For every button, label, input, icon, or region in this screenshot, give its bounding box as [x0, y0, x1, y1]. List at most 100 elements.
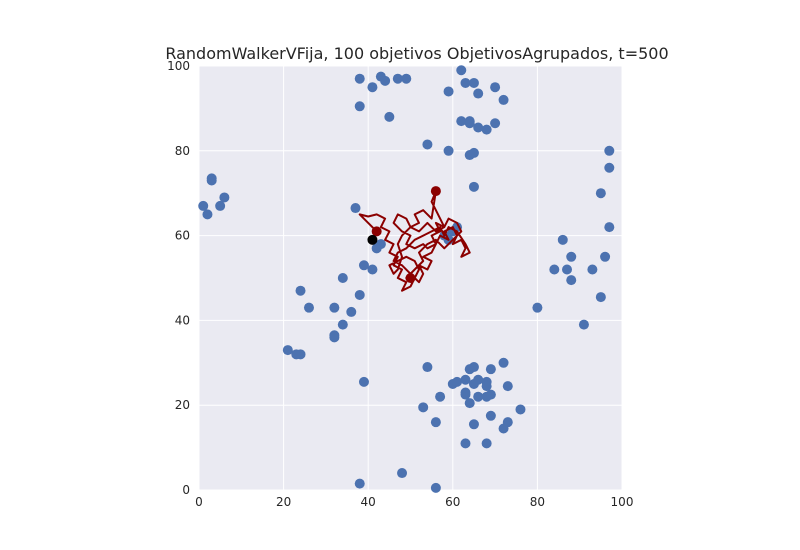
target-point-74: [502, 381, 513, 392]
target-point-6: [354, 73, 365, 84]
target-point-75: [358, 376, 369, 387]
target-point-77: [460, 389, 471, 400]
target-point-93: [354, 478, 365, 489]
target-point-14: [456, 65, 467, 76]
walk-path: [358, 186, 471, 292]
target-point-42: [566, 275, 577, 286]
target-point-28: [443, 145, 454, 156]
walk-line: [358, 190, 471, 292]
target-point-31: [468, 181, 479, 192]
x-tick-labels: 0 20 40 60 80 100: [195, 495, 633, 509]
target-point-18: [473, 88, 484, 99]
target-point-13: [384, 111, 395, 122]
target-point-73: [481, 381, 492, 392]
target-point-84: [485, 410, 496, 421]
x-tick-label-5: 100: [611, 495, 634, 509]
target-point-44: [532, 302, 543, 313]
target-point-51: [354, 289, 365, 300]
target-point-35: [604, 222, 615, 233]
target-point-23: [464, 116, 475, 127]
target-point-15: [460, 77, 471, 88]
target-point-7: [367, 82, 378, 93]
target-point-38: [600, 251, 611, 262]
target-point-20: [498, 94, 509, 105]
target-point-24: [473, 122, 484, 133]
target-point-90: [460, 438, 471, 449]
y-tick-label-4: 80: [175, 144, 190, 158]
target-point-49: [367, 264, 378, 275]
target-point-53: [303, 302, 314, 313]
target-point-55: [346, 306, 357, 317]
target-point-32: [604, 145, 615, 156]
target-point-62: [422, 362, 433, 373]
x-tick-label-2: 40: [361, 495, 376, 509]
target-points: [198, 65, 615, 493]
target-point-26: [490, 118, 501, 129]
target-point-71: [468, 379, 479, 389]
target-point-1: [202, 209, 213, 220]
target-point-81: [435, 391, 446, 402]
target-point-85: [515, 404, 526, 415]
y-tick-label-2: 40: [175, 313, 190, 327]
target-point-27: [422, 139, 433, 150]
y-tick-label-0: 0: [182, 483, 190, 497]
target-point-9: [380, 75, 391, 86]
target-point-61: [295, 349, 306, 360]
target-point-70: [452, 376, 463, 387]
y-tick-label-5: 100: [167, 59, 190, 73]
x-tick-label-1: 20: [276, 495, 291, 509]
target-point-46: [350, 203, 361, 214]
target-point-59: [282, 345, 293, 356]
target-point-50: [337, 273, 348, 283]
target-point-48: [358, 260, 369, 271]
target-point-3: [206, 175, 217, 186]
target-point-86: [430, 417, 441, 428]
target-point-43: [595, 292, 606, 303]
target-point-4: [215, 200, 226, 211]
target-point-78: [473, 391, 484, 402]
target-point-94: [430, 482, 441, 493]
target-point-95: [371, 243, 382, 254]
target-point-5: [219, 192, 230, 203]
target-point-80: [485, 389, 496, 400]
target-point-37: [566, 251, 577, 262]
target-point-11: [401, 73, 412, 84]
y-tick-label-3: 60: [175, 229, 190, 243]
x-tick-label-0: 0: [195, 495, 203, 509]
target-point-56: [337, 319, 348, 330]
target-point-89: [498, 423, 509, 434]
target-point-54: [329, 302, 340, 313]
target-point-66: [498, 357, 509, 368]
target-point-58: [329, 332, 340, 343]
target-point-83: [418, 402, 429, 413]
walker-position: [367, 234, 378, 245]
target-point-41: [587, 264, 598, 275]
walk-marker-0: [430, 186, 441, 197]
target-point-25: [481, 124, 492, 135]
target-point-91: [481, 438, 492, 449]
x-tick-label-4: 80: [530, 495, 545, 509]
y-tick-label-1: 20: [175, 398, 190, 412]
target-point-0: [198, 200, 209, 211]
target-point-45: [578, 319, 589, 330]
target-point-12: [354, 101, 365, 112]
target-point-10: [392, 73, 403, 84]
walk-marker-1: [371, 226, 382, 237]
target-point-82: [464, 398, 475, 409]
walk-marker-2: [405, 273, 416, 283]
target-point-30: [468, 147, 479, 158]
target-point-39: [549, 264, 560, 275]
target-point-65: [485, 364, 496, 375]
target-point-36: [557, 234, 568, 245]
target-point-34: [595, 188, 606, 199]
target-point-87: [468, 419, 479, 430]
x-tick-label-3: 60: [445, 495, 460, 509]
target-point-64: [464, 364, 475, 375]
target-point-67: [460, 374, 471, 385]
chart-title: RandomWalkerVFija, 100 objetivos Objetiv…: [165, 44, 668, 63]
target-point-33: [604, 162, 615, 173]
target-point-16: [468, 77, 479, 88]
y-tick-labels: 0 20 40 60 80 100: [167, 59, 190, 497]
target-point-40: [562, 264, 573, 275]
